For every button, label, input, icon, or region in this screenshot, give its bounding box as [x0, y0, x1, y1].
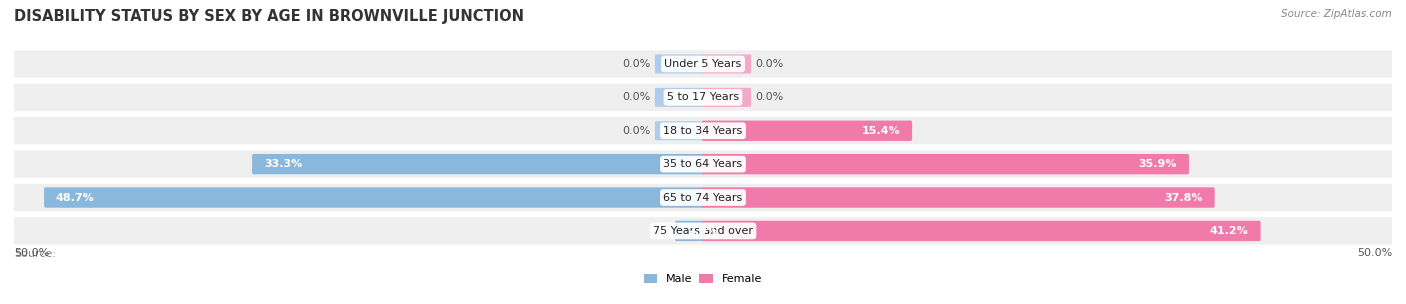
Text: 2.0%: 2.0% [686, 226, 717, 236]
FancyBboxPatch shape [14, 50, 1392, 78]
Legend: Male, Female: Male, Female [640, 269, 766, 288]
Text: 0.0%: 0.0% [621, 59, 651, 69]
FancyBboxPatch shape [702, 54, 751, 74]
FancyBboxPatch shape [655, 54, 704, 74]
FancyBboxPatch shape [14, 184, 1392, 211]
Text: 50.0%: 50.0% [14, 248, 49, 258]
Text: 75 Years and over: 75 Years and over [652, 226, 754, 236]
Text: 18 to 34 Years: 18 to 34 Years [664, 126, 742, 136]
FancyBboxPatch shape [675, 221, 704, 241]
FancyBboxPatch shape [702, 154, 1189, 174]
FancyBboxPatch shape [14, 217, 1392, 245]
Text: 35.9%: 35.9% [1139, 159, 1177, 169]
FancyBboxPatch shape [44, 187, 704, 208]
FancyBboxPatch shape [702, 187, 1215, 208]
FancyBboxPatch shape [252, 154, 704, 174]
FancyBboxPatch shape [14, 150, 1392, 178]
Text: DISABILITY STATUS BY SEX BY AGE IN BROWNVILLE JUNCTION: DISABILITY STATUS BY SEX BY AGE IN BROWN… [14, 9, 524, 24]
Text: Under 5 Years: Under 5 Years [665, 59, 741, 69]
Text: 0.0%: 0.0% [621, 126, 651, 136]
FancyBboxPatch shape [14, 84, 1392, 111]
Text: 15.4%: 15.4% [862, 126, 900, 136]
Text: 33.3%: 33.3% [264, 159, 302, 169]
Text: 5 to 17 Years: 5 to 17 Years [666, 92, 740, 102]
Text: 35 to 64 Years: 35 to 64 Years [664, 159, 742, 169]
FancyBboxPatch shape [702, 88, 751, 107]
Text: 37.8%: 37.8% [1164, 192, 1202, 202]
Text: 48.7%: 48.7% [56, 192, 94, 202]
FancyBboxPatch shape [14, 117, 1392, 144]
Text: 41.2%: 41.2% [1211, 226, 1249, 236]
Text: 50.0%: 50.0% [1357, 248, 1392, 258]
Text: 0.0%: 0.0% [621, 92, 651, 102]
Text: 0.0%: 0.0% [755, 59, 785, 69]
FancyBboxPatch shape [702, 121, 912, 141]
FancyBboxPatch shape [702, 221, 1261, 241]
FancyBboxPatch shape [655, 121, 704, 140]
Text: 0.0%: 0.0% [755, 92, 785, 102]
Text: Source:: Source: [14, 249, 56, 259]
Text: Source: ZipAtlas.com: Source: ZipAtlas.com [1281, 9, 1392, 19]
Text: 65 to 74 Years: 65 to 74 Years [664, 192, 742, 202]
FancyBboxPatch shape [655, 88, 704, 107]
